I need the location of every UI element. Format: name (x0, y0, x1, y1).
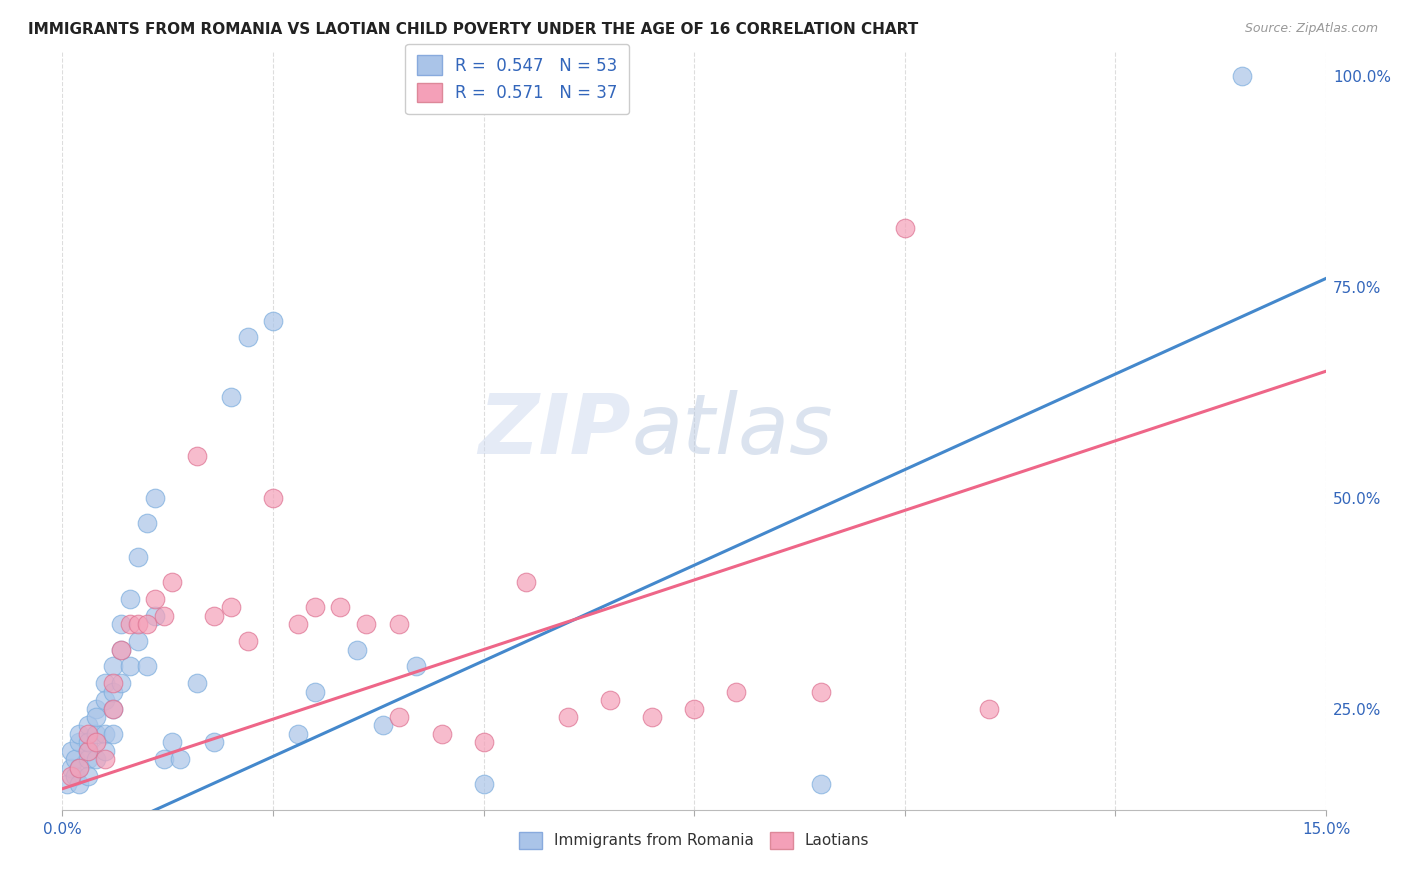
Point (371, 718, 394, 732)
Point (93, 693, 115, 707)
Point (346, 642, 368, 657)
Point (110, 642, 132, 657)
Point (101, 676, 124, 690)
Point (67, 761, 90, 775)
Point (101, 659, 124, 673)
Point (810, 684, 832, 698)
Point (118, 591, 141, 606)
Point (160, 575, 183, 590)
Point (101, 701, 124, 715)
Point (683, 701, 706, 715)
Point (219, 600, 242, 615)
Point (725, 684, 748, 698)
Point (329, 600, 352, 615)
Point (76, 769, 98, 783)
Point (67, 761, 90, 775)
Point (472, 735, 495, 749)
Point (110, 642, 132, 657)
Point (152, 608, 174, 623)
Point (354, 617, 377, 632)
Text: atlas: atlas (631, 390, 832, 471)
Point (262, 491, 284, 505)
Point (67, 727, 90, 741)
Point (118, 617, 141, 632)
Point (63, 752, 86, 766)
Point (236, 330, 259, 344)
Point (599, 693, 621, 707)
Point (110, 676, 132, 690)
Point (430, 727, 453, 741)
Point (127, 634, 149, 648)
Point (152, 752, 174, 766)
Text: IMMIGRANTS FROM ROMANIA VS LAOTIAN CHILD POVERTY UNDER THE AGE OF 16 CORRELATION: IMMIGRANTS FROM ROMANIA VS LAOTIAN CHILD… (28, 22, 918, 37)
Text: Source: ZipAtlas.com: Source: ZipAtlas.com (1244, 22, 1378, 36)
Point (110, 617, 132, 632)
Point (76, 752, 98, 766)
Point (202, 608, 225, 623)
Point (557, 710, 579, 724)
Point (202, 735, 225, 749)
Point (160, 735, 183, 749)
Point (236, 634, 259, 648)
Point (59, 769, 82, 783)
Point (76, 727, 98, 741)
Point (304, 684, 326, 698)
Text: ZIP: ZIP (478, 390, 631, 471)
Point (287, 617, 309, 632)
Point (127, 549, 149, 564)
Point (143, 491, 166, 505)
Point (169, 752, 191, 766)
Point (135, 617, 157, 632)
Point (388, 710, 411, 724)
Point (76, 718, 98, 732)
Point (287, 727, 309, 741)
Point (894, 220, 917, 235)
Point (515, 575, 537, 590)
Point (63, 769, 86, 783)
Point (405, 659, 427, 673)
Point (76, 735, 98, 749)
Point (84, 710, 107, 724)
Point (59, 744, 82, 758)
Point (472, 777, 495, 791)
Point (977, 701, 1000, 715)
Point (84, 727, 107, 741)
Point (101, 701, 124, 715)
Point (84, 701, 107, 715)
Point (388, 617, 411, 632)
Point (101, 727, 124, 741)
Point (219, 390, 242, 404)
Point (262, 313, 284, 327)
Point (76, 744, 98, 758)
Point (641, 710, 664, 724)
Point (84, 735, 107, 749)
Point (93, 727, 115, 741)
Point (304, 600, 326, 615)
Point (143, 608, 166, 623)
Point (67, 735, 90, 749)
Point (101, 684, 124, 698)
Point (55, 777, 77, 791)
Point (186, 449, 208, 463)
Point (59, 761, 82, 775)
Point (93, 752, 115, 766)
Point (76, 744, 98, 758)
Legend: Immigrants from Romania, Laotians: Immigrants from Romania, Laotians (513, 825, 876, 855)
Point (135, 516, 157, 530)
Point (84, 752, 107, 766)
Point (810, 777, 832, 791)
Point (1230, 69, 1253, 83)
Point (127, 617, 149, 632)
Point (67, 777, 90, 791)
Point (118, 659, 141, 673)
Point (186, 676, 208, 690)
Point (135, 659, 157, 673)
Point (143, 591, 166, 606)
Point (93, 676, 115, 690)
Point (93, 744, 115, 758)
